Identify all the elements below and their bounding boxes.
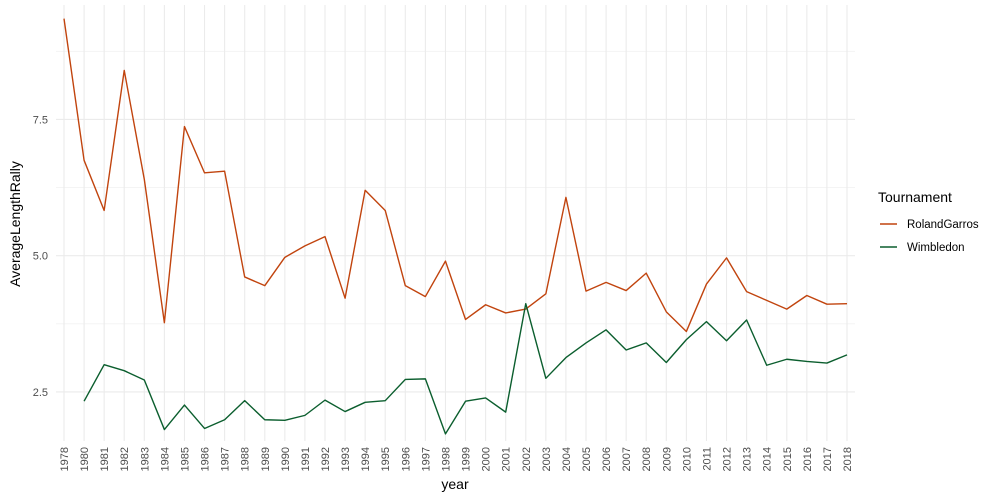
y-tick-label: 7.5 <box>33 114 48 126</box>
x-tick-label: 1984 <box>159 447 171 471</box>
x-tick-label: 1983 <box>139 447 151 471</box>
x-tick-label: 1985 <box>179 447 191 471</box>
series-line-wimbledon <box>83 302 848 435</box>
x-tick-label: 1982 <box>119 447 131 471</box>
legend-label-rolandgarros: RolandGarros <box>907 219 979 231</box>
x-tick-label: 1994 <box>360 447 372 471</box>
x-tick-label: 2007 <box>621 447 633 471</box>
x-tick-label: 1990 <box>280 447 292 471</box>
x-tick-label: 1987 <box>220 447 232 471</box>
x-tick-label: 1999 <box>461 447 473 471</box>
x-tick-label: 2009 <box>661 447 673 471</box>
x-tick-label: 2002 <box>521 447 533 471</box>
legend-label-wimbledon: Wimbledon <box>907 242 965 254</box>
x-tick-label: 1981 <box>99 447 111 471</box>
x-tick-label: 1989 <box>260 447 272 471</box>
x-tick-label: 2005 <box>581 447 593 471</box>
x-tick-label: 2011 <box>701 447 713 471</box>
y-tick-label: 5.0 <box>33 251 48 263</box>
x-tick-label: 1993 <box>340 447 352 471</box>
x-tick-label: 1986 <box>200 447 212 471</box>
series-lines <box>63 18 848 435</box>
legend: Tournament RolandGarros Wimbledon <box>878 189 979 254</box>
x-tick-label: 1997 <box>420 447 432 471</box>
x-tick-label: 1992 <box>320 447 332 471</box>
legend-title: Tournament <box>878 189 952 205</box>
x-tick-label: 1998 <box>440 447 452 471</box>
x-tick-label: 2012 <box>722 447 734 471</box>
x-axis-title: year <box>441 476 469 492</box>
x-tick-label: 2000 <box>481 447 493 471</box>
x-tick-label: 1980 <box>79 447 91 471</box>
x-tick-label: 2014 <box>762 447 774 471</box>
x-tick-label: 2008 <box>641 447 653 471</box>
series-line-rolandgarros <box>63 18 848 333</box>
x-tick-label: 2017 <box>822 447 834 471</box>
x-tick-label: 2016 <box>802 447 814 471</box>
y-tick-label: 2.5 <box>33 387 48 399</box>
x-tick-label: 2003 <box>541 447 553 471</box>
x-tick-label: 2013 <box>742 447 754 471</box>
x-tick-label: 2004 <box>561 447 573 471</box>
plot-panel <box>56 5 855 441</box>
grid-lines <box>56 5 855 441</box>
x-tick-label: 2018 <box>842 447 854 471</box>
x-tick-label: 1988 <box>240 447 252 471</box>
x-tick-label: 1995 <box>380 447 392 471</box>
x-tick-label: 2001 <box>501 447 513 471</box>
x-tick-label: 2015 <box>782 447 794 471</box>
x-axis-ticks: 1978 1980 1981 1982 1983 1984 1985 1986 1987 1988… <box>59 447 854 471</box>
x-tick-label: 1991 <box>300 447 312 471</box>
x-tick-label: 2006 <box>601 447 613 471</box>
x-tick-label: 1978 <box>59 447 71 471</box>
x-tick-label: 1996 <box>400 447 412 471</box>
x-tick-label: 2010 <box>681 447 693 471</box>
y-axis-ticks: 2.5 5.0 7.5 <box>33 114 48 399</box>
y-axis-title: AverageLengthRally <box>7 161 23 287</box>
